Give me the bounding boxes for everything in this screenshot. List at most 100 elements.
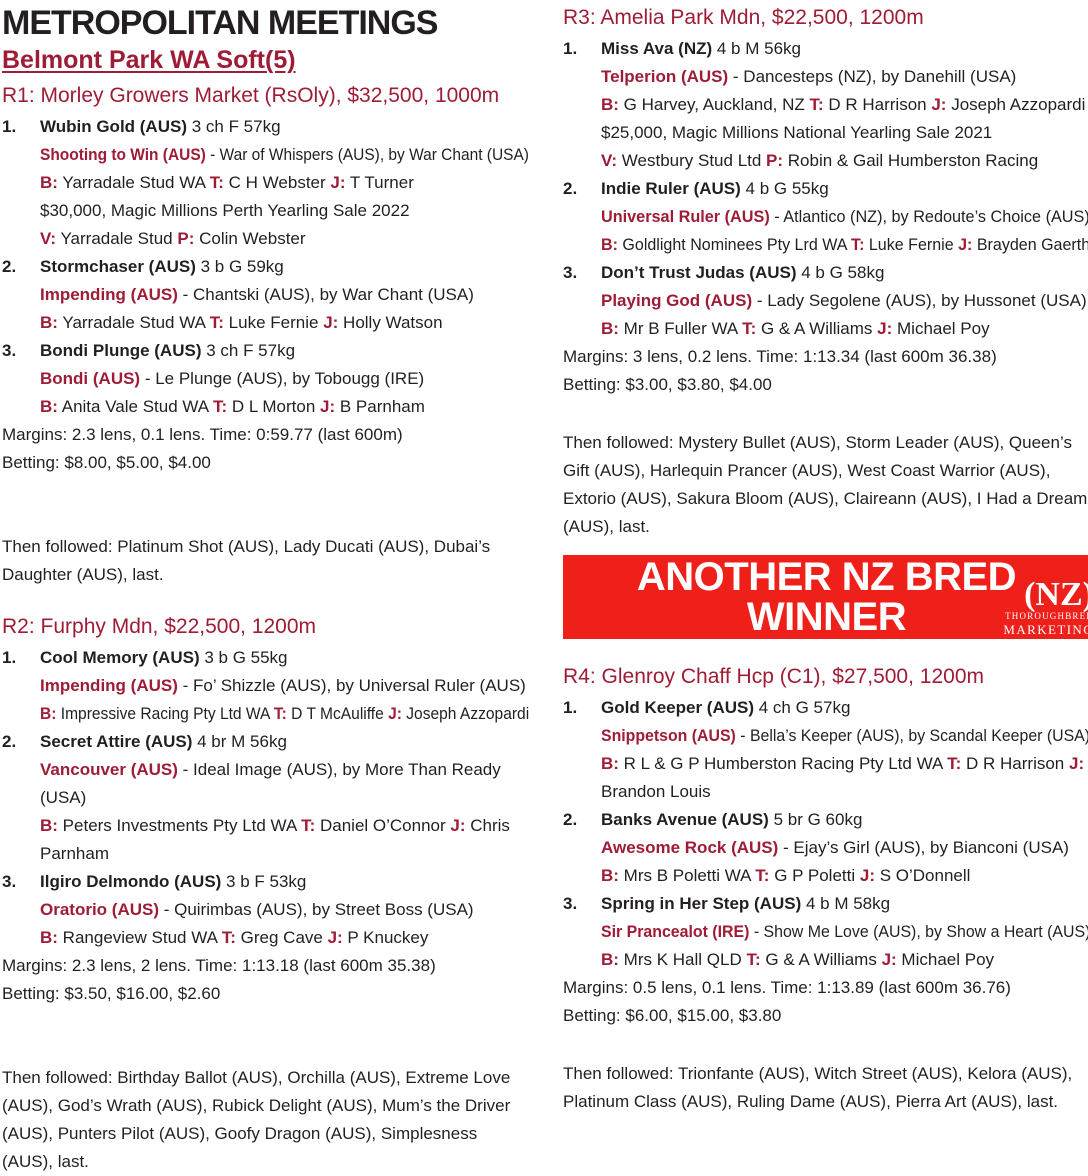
runner-detail-line: Playing God (AUS) - Lady Segolene (AUS),… bbox=[601, 291, 1087, 310]
runner-name-line: Banks Avenue (AUS) 5 br G 60kg bbox=[601, 810, 863, 829]
red-label: J: bbox=[330, 173, 346, 192]
red-label: Universal Ruler (AUS) bbox=[601, 207, 770, 226]
red-label: T: bbox=[746, 950, 761, 969]
runner-detail-line: $25,000, Magic Millions National Yearlin… bbox=[601, 123, 993, 142]
red-label: T: bbox=[809, 95, 824, 114]
runner-number: 2. bbox=[563, 179, 578, 198]
runner-name: Don’t Trust Judas (AUS) bbox=[601, 263, 797, 282]
red-label: T: bbox=[212, 397, 228, 416]
margins-line: Margins: 2.3 lens, 2 lens. Time: 1:13.18… bbox=[2, 956, 436, 975]
red-label: B: bbox=[40, 397, 58, 416]
red-label: T: bbox=[755, 866, 770, 885]
red-label: T: bbox=[209, 173, 224, 192]
runner-name-line: Wubin Gold (AUS) 3 ch F 57kg bbox=[40, 117, 281, 136]
runner-details: Secret Attire (AUS) 4 br M 56kg Vancouver… bbox=[40, 728, 529, 868]
race-section-r4: R4: Glenroy Chaff Hcp (C1), $27,500, 120… bbox=[563, 663, 1088, 1116]
runner-name-line: Stormchaser (AUS) 3 b G 59kg bbox=[40, 257, 284, 276]
race-section-r1: R1: Morley Growers Market (RsOly), $32,5… bbox=[2, 82, 529, 589]
runner-name-line: Secret Attire (AUS) 4 br M 56kg bbox=[40, 732, 287, 751]
red-label: T: bbox=[851, 235, 865, 254]
right-column: R3: Amelia Park Mdn, $22,500, 1200m 1. Mis… bbox=[563, 4, 1088, 1176]
runner-name: Banks Avenue (AUS) bbox=[601, 810, 769, 829]
red-label: J: bbox=[877, 319, 893, 338]
runner-detail-line: B: Rangeview Stud WA T: Greg Cave J: P K… bbox=[40, 928, 429, 947]
red-label: J: bbox=[1068, 754, 1085, 773]
runner-detail-line: B: Yarradale Stud WA T: C H Webster J: T… bbox=[40, 173, 414, 192]
red-label: B: bbox=[601, 866, 619, 885]
red-label: B: bbox=[601, 235, 618, 254]
runner-number: 2. bbox=[2, 732, 17, 751]
red-label: Oratorio (AUS) bbox=[40, 900, 159, 919]
runner-details: Don’t Trust Judas (AUS) 4 b G 58kg Playin… bbox=[601, 259, 1088, 343]
meeting-subtitle: Belmont Park WA Soft(5) bbox=[2, 46, 296, 74]
runner-detail-line: Universal Ruler (AUS) - Atlantico (NZ), … bbox=[601, 207, 1088, 226]
runner-detail-line: B: Anita Vale Stud WA T: D L Morton J: B… bbox=[40, 397, 425, 416]
red-label: B: bbox=[40, 313, 58, 332]
left-column: METROPOLITAN MEETINGS Belmont Park WA So… bbox=[2, 4, 529, 1176]
red-label: V: bbox=[601, 151, 618, 170]
red-label: Bondi (AUS) bbox=[40, 369, 141, 388]
margins-line: Margins: 2.3 lens, 0.1 lens. Time: 0:59.… bbox=[2, 425, 403, 444]
runner-details: Spring in Her Step (AUS) 4 b M 58kg Sir P… bbox=[601, 890, 1088, 974]
runner-details: Gold Keeper (AUS) 4 ch G 57kg Snippetson … bbox=[601, 694, 1088, 806]
then-followed-paragraph: Then followed: Birthday Ballot (AUS), Or… bbox=[2, 1068, 511, 1171]
runner-detail-line: B: G Harvey, Auckland, NZ T: D R Harriso… bbox=[601, 95, 1086, 114]
race-section-r3: R3: Amelia Park Mdn, $22,500, 1200m 1. Mis… bbox=[563, 4, 1088, 541]
red-label: J: bbox=[320, 397, 336, 416]
runner-detail-line: Shooting to Win (AUS) - War of Whispers … bbox=[40, 145, 529, 164]
red-label: Impending (AUS) bbox=[40, 676, 178, 695]
runner-name-line: Cool Memory (AUS) 3 b G 55kg bbox=[40, 648, 288, 667]
red-label: Playing God (AUS) bbox=[601, 291, 753, 310]
runner-name: Stormchaser (AUS) bbox=[40, 257, 196, 276]
runner-details: Bondi Plunge (AUS) 3 ch F 57kg Bondi (AUS… bbox=[40, 337, 529, 421]
runner-name-line: Don’t Trust Judas (AUS) 4 b G 58kg bbox=[601, 263, 885, 282]
runner-entry: 3. Ilgiro Delmondo (AUS) 3 b F 53kg Orator… bbox=[2, 868, 529, 952]
race-section-r2: R2: Furphy Mdn, $22,500, 1200m 1. Cool Mem… bbox=[2, 613, 529, 1176]
runner-number: 1. bbox=[563, 698, 578, 717]
runner-entry: 2. Indie Ruler (AUS) 4 b G 55kg Universal … bbox=[563, 175, 1088, 259]
runner-detail-line: Telperion (AUS) - Dancesteps (NZ), by Da… bbox=[601, 67, 1017, 86]
red-label: T: bbox=[947, 754, 962, 773]
runner-name: Cool Memory (AUS) bbox=[40, 648, 200, 667]
runner-detail-line: Awesome Rock (AUS) - Ejay’s Girl (AUS), … bbox=[601, 838, 1069, 857]
banner-headline-line2: WINNER bbox=[746, 595, 907, 639]
runner-entry: 1. Cool Memory (AUS) 3 b G 55kg Impending … bbox=[2, 644, 529, 728]
runner-number: 1. bbox=[563, 39, 578, 58]
red-label: Vancouver (AUS) bbox=[40, 760, 178, 779]
betting-line: Betting: $6.00, $15.00, $3.80 bbox=[563, 1006, 782, 1025]
red-label: P: bbox=[177, 229, 195, 248]
runner-detail-line: Snippetson (AUS) - Bella’s Keeper (AUS),… bbox=[601, 726, 1088, 745]
runner-number: 3. bbox=[563, 263, 578, 282]
then-followed-paragraph: Then followed: Mystery Bullet (AUS), Sto… bbox=[563, 433, 1088, 536]
red-label: Shooting to Win (AUS) bbox=[40, 145, 206, 164]
runner-name: Indie Ruler (AUS) bbox=[601, 179, 741, 198]
red-label: J: bbox=[323, 313, 339, 332]
page-title: METROPOLITAN MEETINGS bbox=[2, 4, 438, 42]
red-label: B: bbox=[601, 754, 619, 773]
runner-entry: 1. Miss Ava (NZ) 4 b M 56kg Telperion (AUS… bbox=[563, 35, 1088, 175]
runner-detail-line: $30,000, Magic Millions Perth Yearling S… bbox=[40, 201, 410, 220]
red-label: Snippetson (AUS) bbox=[601, 726, 736, 745]
race-header: R2: Furphy Mdn, $22,500, 1200m bbox=[2, 615, 317, 638]
red-label: B: bbox=[40, 704, 57, 723]
runner-name: Wubin Gold (AUS) bbox=[40, 117, 187, 136]
red-label: B: bbox=[40, 928, 58, 947]
nz-logo-thoroughbred-text: THOROUGHBRED bbox=[1005, 611, 1088, 621]
runner-entry: 2. Stormchaser (AUS) 3 b G 59kg Impending … bbox=[2, 253, 529, 337]
runner-name-line: Spring in Her Step (AUS) 4 b M 58kg bbox=[601, 894, 891, 913]
red-label: J: bbox=[388, 704, 402, 723]
runner-name-line: Bondi Plunge (AUS) 3 ch F 57kg bbox=[40, 341, 296, 360]
runner-name-line: Gold Keeper (AUS) 4 ch G 57kg bbox=[601, 698, 851, 717]
red-label: T: bbox=[742, 319, 757, 338]
nz-logo-mark: (NZ) bbox=[1024, 576, 1088, 613]
runner-name-line: Ilgiro Delmondo (AUS) 3 b F 53kg bbox=[40, 872, 307, 891]
runner-detail-line: Sir Prancealot (IRE) - Show Me Love (AUS… bbox=[601, 922, 1088, 941]
runner-number: 1. bbox=[2, 648, 17, 667]
runner-detail-line: B: Yarradale Stud WA T: Luke Fernie J: H… bbox=[40, 313, 443, 332]
runner-details: Stormchaser (AUS) 3 b G 59kg Impending (A… bbox=[40, 253, 529, 337]
red-label: J: bbox=[881, 950, 897, 969]
runner-entry: 3. Bondi Plunge (AUS) 3 ch F 57kg Bondi (A… bbox=[2, 337, 529, 421]
runner-name: Miss Ava (NZ) bbox=[601, 39, 713, 58]
runner-name: Spring in Her Step (AUS) bbox=[601, 894, 802, 913]
